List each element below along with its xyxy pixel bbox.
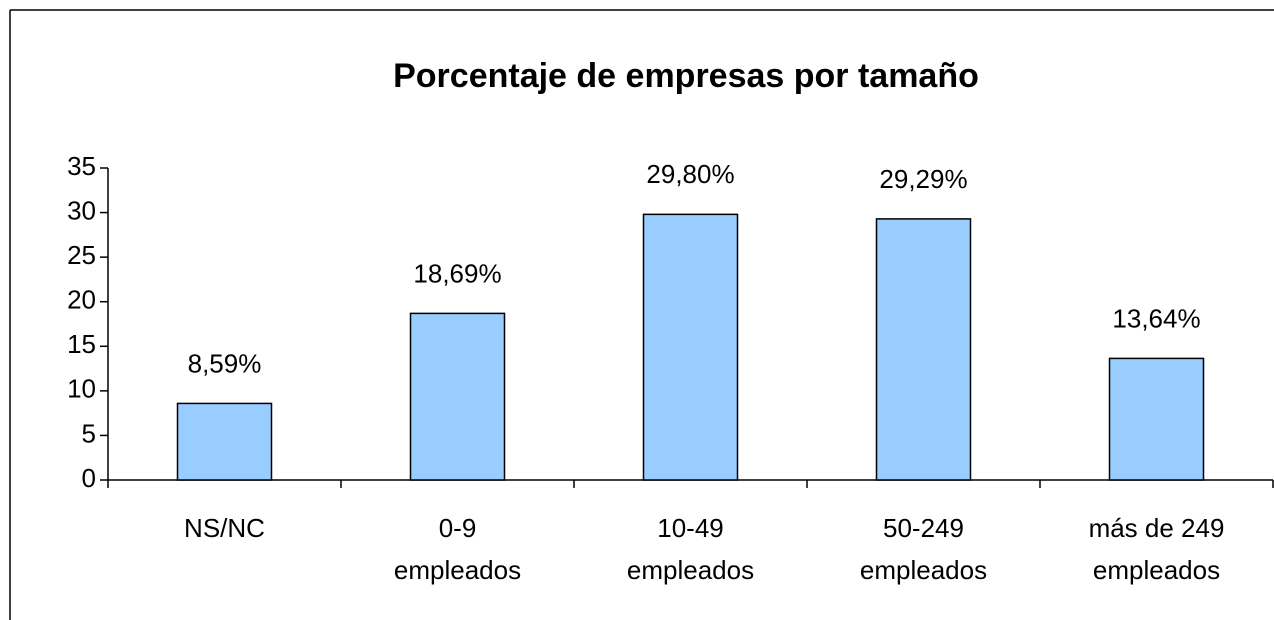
x-tick-label: NS/NC — [184, 513, 265, 543]
y-tick-label: 20 — [67, 285, 96, 315]
y-tick-label: 15 — [67, 329, 96, 359]
y-tick-label: 35 — [67, 151, 96, 181]
x-tick-label: más de 249 empleados — [1089, 513, 1225, 585]
x-tick-label: 0-9 empleados — [394, 513, 521, 585]
bar — [409, 312, 506, 481]
value-label: 29,29% — [879, 164, 967, 194]
y-tick-label: 0 — [82, 463, 96, 493]
y-tick-label: 10 — [67, 374, 96, 404]
bar — [176, 402, 273, 481]
bar — [1108, 357, 1205, 481]
y-tick-label: 5 — [82, 418, 96, 448]
value-label: 18,69% — [413, 258, 501, 288]
y-tick-label: 30 — [67, 195, 96, 225]
y-tick-label: 25 — [67, 240, 96, 270]
value-label: 13,64% — [1112, 303, 1200, 333]
bar — [875, 218, 972, 481]
value-label: 8,59% — [188, 348, 262, 378]
chart-title: Porcentaje de empresas por tamaño — [393, 57, 979, 95]
x-tick-label: 50-249 empleados — [860, 513, 987, 585]
x-tick-label: 10-49 empleados — [627, 513, 754, 585]
value-label: 29,80% — [646, 159, 734, 189]
bar — [642, 213, 739, 481]
